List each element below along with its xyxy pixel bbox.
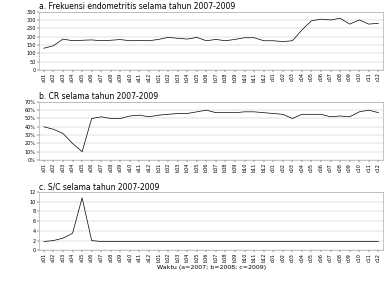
- Text: a. Frekuensi endometritis selama tahun 2007-2009: a. Frekuensi endometritis selama tahun 2…: [39, 2, 235, 11]
- X-axis label: Waktu (a=2007; b=2008; c=2009): Waktu (a=2007; b=2008; c=2009): [156, 265, 266, 270]
- Text: c. S/C selama tahun 2007-2009: c. S/C selama tahun 2007-2009: [39, 182, 160, 191]
- Text: b. CR selama tahun 2007-2009: b. CR selama tahun 2007-2009: [39, 92, 158, 101]
